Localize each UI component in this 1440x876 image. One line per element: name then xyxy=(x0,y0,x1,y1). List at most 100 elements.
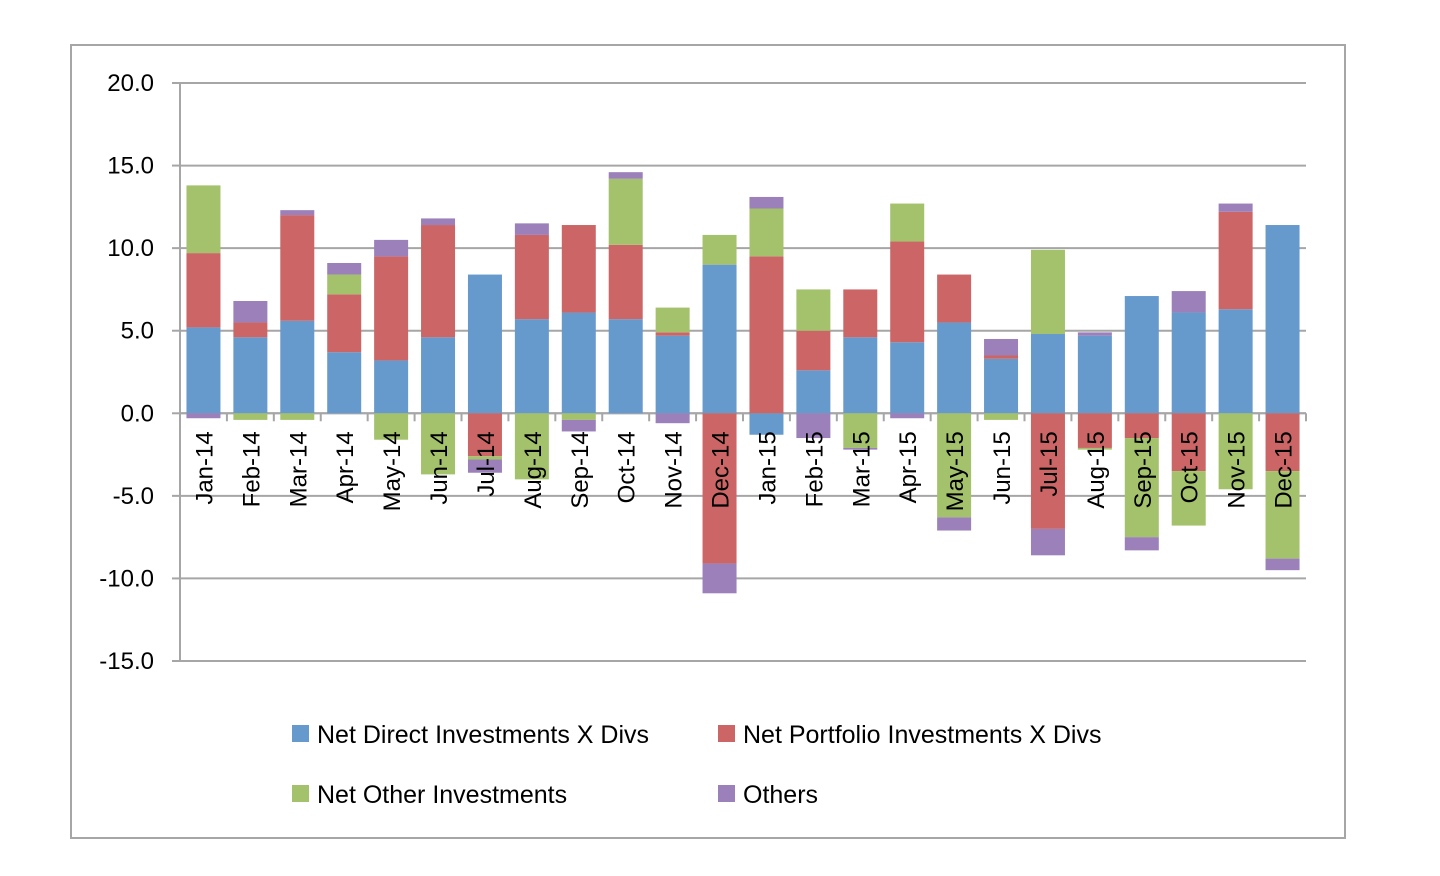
bar-segment xyxy=(843,337,878,414)
bar-segment xyxy=(1124,296,1159,414)
bar-segment xyxy=(374,256,409,361)
x-tick-label: Jun-14 xyxy=(426,431,453,504)
bar-segment xyxy=(421,225,456,338)
bar-segment xyxy=(280,215,315,321)
bar-segment xyxy=(467,274,502,414)
bar-segment xyxy=(937,274,972,323)
bar-segment xyxy=(514,413,549,480)
bar-segment xyxy=(796,289,831,331)
bar-segment xyxy=(843,447,878,450)
bar-segment xyxy=(514,234,549,320)
bar-segment xyxy=(984,338,1019,356)
x-tick-label: Feb-15 xyxy=(801,431,828,507)
bar-segment xyxy=(233,300,268,323)
bar-segment xyxy=(1218,413,1253,490)
bar-segment xyxy=(1124,537,1159,551)
bar-segment xyxy=(1218,211,1253,310)
bar-segment xyxy=(1124,438,1159,538)
bar-segment xyxy=(608,172,643,179)
legend-swatch xyxy=(292,725,309,742)
bar-segment xyxy=(561,413,596,420)
y-tick-label: -10.0 xyxy=(99,565,154,592)
bar-segment xyxy=(421,413,456,475)
bar-segment xyxy=(1218,203,1253,212)
y-axis: 20.0 15.0 10.0 5.0 0.0 -5.0 -10.0 -15.0 xyxy=(99,70,1307,675)
legend-swatch xyxy=(292,785,309,802)
bar-segment xyxy=(561,419,596,432)
bar-segment xyxy=(749,256,784,414)
bar-segment xyxy=(843,413,878,448)
bar-segment xyxy=(984,355,1019,359)
x-tick-label: Aug-14 xyxy=(520,431,547,508)
legend: Net Direct Investments X Divs Net Portfol… xyxy=(292,721,1101,809)
bar-segment xyxy=(421,218,456,226)
bar-segment xyxy=(608,178,643,245)
y-tick-label: 10.0 xyxy=(107,235,154,262)
bar-segment xyxy=(1030,528,1065,556)
bar-segment xyxy=(1171,413,1206,472)
y-tick-label: 5.0 xyxy=(121,318,154,345)
bar-segment xyxy=(1171,312,1206,414)
bar-segment xyxy=(655,332,690,336)
bar-segment xyxy=(561,225,596,313)
bar-segment xyxy=(467,456,502,460)
bar-segment xyxy=(1030,413,1065,529)
bar-segment xyxy=(1030,334,1065,414)
bar-segment xyxy=(1218,309,1253,414)
bar-segment xyxy=(749,413,784,435)
bar-segment xyxy=(1265,413,1300,472)
bar-segment xyxy=(233,322,268,338)
legend-swatch xyxy=(718,725,735,742)
bar-segment xyxy=(186,253,221,328)
y-tick-label: 0.0 xyxy=(121,400,154,427)
legend-label: Net Direct Investments X Divs xyxy=(317,721,649,749)
bar-segment xyxy=(280,413,315,420)
bar-segment xyxy=(1030,249,1065,335)
legend-label: Net Portfolio Investments X Divs xyxy=(743,721,1101,749)
bar-segment xyxy=(796,413,831,439)
x-tick-label: Oct-14 xyxy=(614,431,641,503)
bar-segment xyxy=(327,274,362,295)
x-tick-label: Sep-15 xyxy=(1130,431,1157,508)
bar-segment xyxy=(514,223,549,235)
x-tick-label: Mar-15 xyxy=(848,431,875,507)
bar-segment xyxy=(890,203,925,242)
bar-segment xyxy=(702,563,737,594)
bar-segment xyxy=(937,413,972,518)
bar-segment xyxy=(655,335,690,414)
x-tick-label: Jan-14 xyxy=(191,431,218,504)
x-tick-label: Jul-14 xyxy=(473,431,500,496)
y-tick-label: -5.0 xyxy=(113,483,154,510)
bar-segment xyxy=(233,413,268,420)
bar-segment xyxy=(233,337,268,414)
bar-segment xyxy=(1077,335,1112,414)
bar-segment xyxy=(1077,447,1112,450)
x-tick-label: Aug-15 xyxy=(1083,431,1110,508)
bar-segment xyxy=(1265,225,1300,414)
x-tick-label: Mar-14 xyxy=(285,431,312,507)
bar-segment xyxy=(280,320,315,414)
bar-segment xyxy=(937,322,972,414)
bar-segment xyxy=(937,517,972,531)
bar-segment xyxy=(374,413,409,440)
x-tick-label: May-15 xyxy=(942,431,969,511)
legend-label: Net Other Investments xyxy=(317,781,567,809)
bar-segment xyxy=(796,370,831,414)
bar-segment xyxy=(186,185,221,254)
x-tick-label: Jan-15 xyxy=(754,431,781,504)
bar-segment xyxy=(702,234,737,265)
x-tick-label: Sep-14 xyxy=(567,431,594,508)
bar-segment xyxy=(1124,413,1159,439)
x-tick-label: Apr-14 xyxy=(332,431,359,503)
x-tick-label: Nov-14 xyxy=(661,431,688,508)
x-tick-label: Dec-15 xyxy=(1271,431,1298,508)
bar-segment xyxy=(1265,471,1300,559)
y-tick-label: 20.0 xyxy=(107,70,154,97)
bar-segment xyxy=(655,307,690,333)
bar-segment xyxy=(327,294,362,353)
bar-segment xyxy=(890,241,925,343)
bar-segment xyxy=(421,337,456,414)
bar-segment xyxy=(186,413,221,419)
bar-segment xyxy=(655,413,690,424)
